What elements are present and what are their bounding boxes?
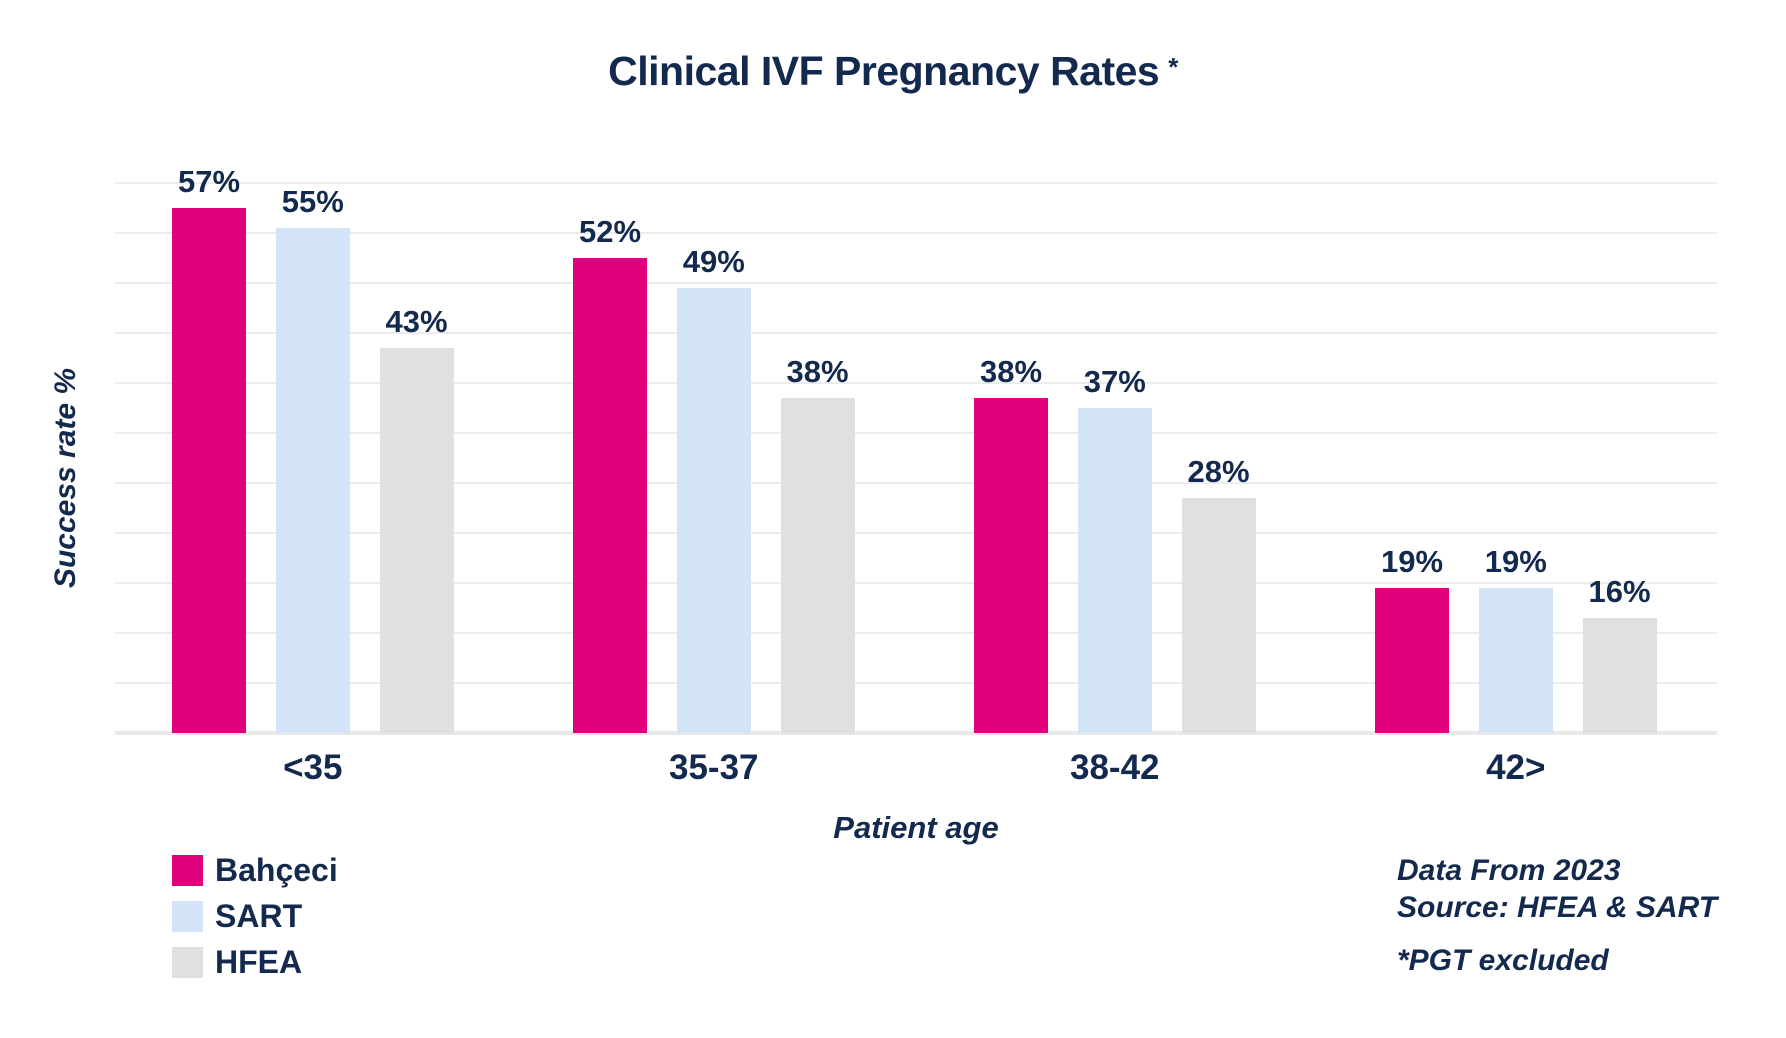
bar-value-label: 16% bbox=[1588, 574, 1651, 609]
bar-bahçeci-38-42 bbox=[974, 398, 1048, 733]
bar-hfea-<35 bbox=[379, 348, 454, 733]
x-axis-baseline bbox=[115, 731, 1717, 735]
note-source: Source: HFEA & SART bbox=[1397, 891, 1718, 924]
bar-value-label: 38% bbox=[786, 354, 849, 389]
x-tick-label: 38-42 bbox=[1069, 748, 1160, 787]
bar-hfea-38-42 bbox=[1181, 498, 1256, 733]
gridline bbox=[115, 232, 1717, 234]
chart-title: Clinical IVF Pregnancy Rates * bbox=[0, 48, 1786, 95]
legend-swatch bbox=[172, 855, 203, 886]
legend-label: HFEA bbox=[215, 944, 303, 980]
chart-title-text: Clinical IVF Pregnancy Rates bbox=[608, 48, 1160, 94]
plot-area: 57% 55% 43% 52% 49% 38% 38% 37% 28% 19% 19% 16% bbox=[115, 164, 1717, 735]
gridline bbox=[115, 432, 1717, 434]
gridline bbox=[115, 582, 1717, 584]
x-tick-label: 42> bbox=[1486, 748, 1546, 787]
gridline bbox=[115, 182, 1717, 184]
bar-sart-<35 bbox=[275, 228, 350, 733]
gridline bbox=[115, 332, 1717, 334]
legend-swatch bbox=[172, 901, 203, 932]
legend-label: Bahçeci bbox=[215, 852, 338, 888]
bar-value-label: 57% bbox=[177, 164, 241, 199]
bar-value-label: 28% bbox=[1187, 454, 1250, 489]
bar-hfea-42> bbox=[1582, 618, 1657, 733]
chart-title-asterisk: * bbox=[1168, 52, 1178, 82]
bar-value-label: 19% bbox=[1484, 544, 1547, 579]
bar-sart-38-42 bbox=[1077, 408, 1152, 733]
bar-bahçeci-35-37 bbox=[573, 258, 647, 733]
note-data-year: Data From 2023 bbox=[1397, 854, 1621, 887]
bar-value-label: 19% bbox=[1380, 544, 1444, 579]
legend-item-bahçeci: Bahçeci bbox=[172, 852, 338, 889]
bar-bahçeci-<35 bbox=[172, 208, 246, 733]
legend-item-hfea: HFEA bbox=[172, 944, 338, 981]
x-tick-label: 35-37 bbox=[668, 748, 759, 787]
gridline bbox=[115, 282, 1717, 284]
bar-value-label: 49% bbox=[682, 244, 745, 279]
bar-sart-35-37 bbox=[676, 288, 751, 733]
bar-value-label: 37% bbox=[1083, 364, 1146, 399]
y-axis-label: Success rate % bbox=[49, 367, 82, 589]
legend-swatch bbox=[172, 947, 203, 978]
bar-hfea-35-37 bbox=[780, 398, 855, 733]
x-tick-label: <35 bbox=[283, 748, 343, 787]
legend-item-sart: SART bbox=[172, 898, 338, 935]
notes-block: Data From 2023 Source: HFEA & SART *PGT … bbox=[1397, 852, 1717, 979]
bar-bahçeci-42> bbox=[1375, 588, 1449, 733]
bar-value-label: 38% bbox=[979, 354, 1043, 389]
gridline bbox=[115, 682, 1717, 684]
bar-value-label: 55% bbox=[281, 184, 344, 219]
bar-value-label: 43% bbox=[385, 304, 448, 339]
bar-value-label: 52% bbox=[578, 214, 642, 249]
x-axis-title: Patient age bbox=[833, 810, 999, 845]
note-pgt-excluded: *PGT excluded bbox=[1397, 944, 1609, 977]
gridline bbox=[115, 632, 1717, 634]
legend: Bahçeci SART HFEA bbox=[172, 852, 338, 990]
legend-label: SART bbox=[215, 898, 303, 934]
gridline bbox=[115, 532, 1717, 534]
gridline bbox=[115, 482, 1717, 484]
bar-sart-42> bbox=[1478, 588, 1553, 733]
gridline bbox=[115, 382, 1717, 384]
